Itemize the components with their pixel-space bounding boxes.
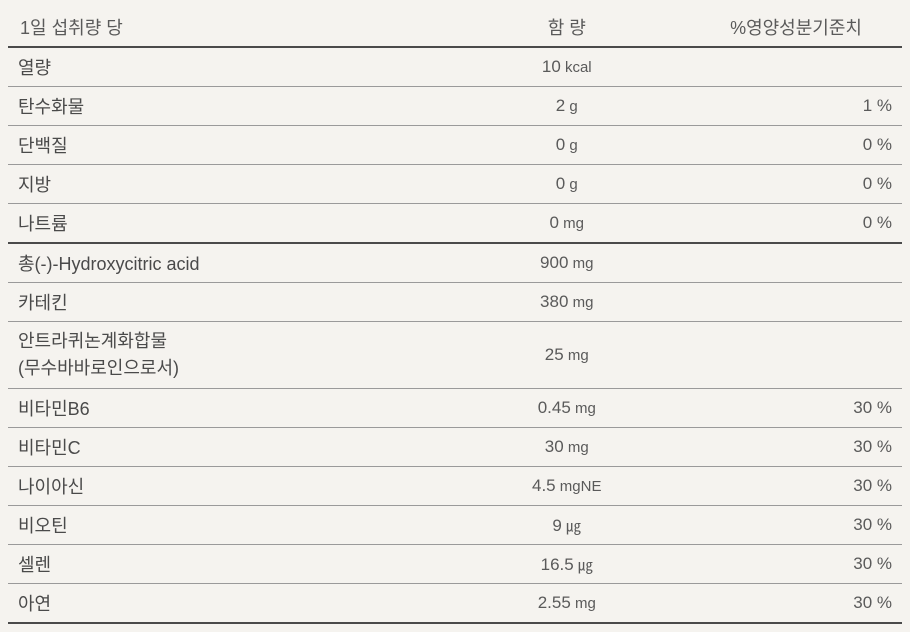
nutrient-dv: 1 %	[679, 87, 903, 126]
nutrient-name: 비타민B6	[8, 389, 455, 428]
nutrient-amount: 380 mg	[455, 283, 679, 322]
amount-unit: kcal	[561, 59, 592, 76]
header-dv: %영양성분기준치	[679, 8, 903, 47]
nutrient-amount: 2.55 mg	[455, 584, 679, 624]
nutrient-dv: 30 %	[679, 389, 903, 428]
nutrient-amount: 0 g	[455, 165, 679, 204]
nutrient-name: 열량	[8, 47, 455, 87]
nutrient-dv	[679, 283, 903, 322]
table-row: 셀렌16.5 ㎍30 %	[8, 545, 902, 584]
table-row: 비타민B60.45 mg30 %	[8, 389, 902, 428]
table-body: 열량10 kcal탄수화물2 g1 %단백질0 g0 %지방0 g0 %나트륨0…	[8, 47, 902, 623]
nutrient-name: 비오틴	[8, 506, 455, 545]
amount-value: 4.5	[532, 476, 556, 495]
nutrient-name: 카테킨	[8, 283, 455, 322]
nutrient-amount: 4.5 mgNE	[455, 467, 679, 506]
amount-value: 2.55	[538, 593, 571, 612]
nutrient-name: 아연	[8, 584, 455, 624]
nutrient-dv: 0 %	[679, 204, 903, 244]
nutrient-name: 셀렌	[8, 545, 455, 584]
table-row: 나트륨0 mg0 %	[8, 204, 902, 244]
header-amount: 함 량	[455, 8, 679, 47]
amount-unit: mg	[571, 400, 596, 417]
amount-unit: mg	[564, 347, 589, 364]
nutrient-dv: 30 %	[679, 506, 903, 545]
amount-value: 0	[556, 174, 565, 193]
amount-value: 380	[540, 292, 568, 311]
nutrient-amount: 10 kcal	[455, 47, 679, 87]
amount-value: 25	[545, 345, 564, 364]
nutrient-dv	[679, 243, 903, 283]
amount-unit: g	[565, 137, 578, 154]
nutrient-dv: 0 %	[679, 126, 903, 165]
amount-unit: mgNE	[556, 478, 602, 495]
amount-unit: mg	[559, 215, 584, 232]
table-row: 비타민C30 mg30 %	[8, 428, 902, 467]
table-row: 아연2.55 mg30 %	[8, 584, 902, 624]
table-header-row: 1일 섭취량 당 함 량 %영양성분기준치	[8, 8, 902, 47]
nutrient-name: 단백질	[8, 126, 455, 165]
nutrient-amount: 16.5 ㎍	[455, 545, 679, 584]
nutrient-dv: 30 %	[679, 545, 903, 584]
table-row: 탄수화물2 g1 %	[8, 87, 902, 126]
nutrient-name: 지방	[8, 165, 455, 204]
nutrient-dv: 30 %	[679, 428, 903, 467]
amount-unit: ㎍	[574, 557, 593, 574]
nutrient-dv: 0 %	[679, 165, 903, 204]
nutrient-name: 비타민C	[8, 428, 455, 467]
nutrient-amount: 900 mg	[455, 243, 679, 283]
nutrient-amount: 9 ㎍	[455, 506, 679, 545]
nutrient-amount: 0 mg	[455, 204, 679, 244]
amount-value: 900	[540, 253, 568, 272]
amount-value: 16.5	[541, 555, 574, 574]
nutrient-dv	[679, 322, 903, 389]
nutrient-name: 총(-)-Hydroxycitric acid	[8, 243, 455, 283]
nutrient-amount: 30 mg	[455, 428, 679, 467]
nutrient-amount: 0.45 mg	[455, 389, 679, 428]
amount-value: 0	[550, 213, 559, 232]
table-row: 지방0 g0 %	[8, 165, 902, 204]
amount-unit: g	[565, 98, 578, 115]
nutrient-name: 나트륨	[8, 204, 455, 244]
nutrition-facts-table: 1일 섭취량 당 함 량 %영양성분기준치 열량10 kcal탄수화물2 g1 …	[8, 8, 902, 624]
table-row: 단백질0 g0 %	[8, 126, 902, 165]
table-row: 안트라퀴논계화합물(무수바바로인으로서)25 mg	[8, 322, 902, 389]
amount-value: 30	[545, 437, 564, 456]
nutrient-amount: 0 g	[455, 126, 679, 165]
table-row: 나이아신4.5 mgNE30 %	[8, 467, 902, 506]
amount-unit: g	[565, 176, 578, 193]
nutrient-dv	[679, 47, 903, 87]
table-row: 카테킨380 mg	[8, 283, 902, 322]
amount-value: 10	[542, 57, 561, 76]
table-row: 열량10 kcal	[8, 47, 902, 87]
nutrient-amount: 2 g	[455, 87, 679, 126]
table-row: 총(-)-Hydroxycitric acid900 mg	[8, 243, 902, 283]
amount-unit: mg	[571, 595, 596, 612]
nutrient-name: 안트라퀴논계화합물(무수바바로인으로서)	[8, 322, 455, 389]
table-row: 비오틴9 ㎍30 %	[8, 506, 902, 545]
amount-value: 0.45	[538, 398, 571, 417]
header-name: 1일 섭취량 당	[8, 8, 455, 47]
nutrient-dv: 30 %	[679, 584, 903, 624]
amount-value: 9	[552, 516, 561, 535]
amount-unit: mg	[568, 255, 593, 272]
nutrient-dv: 30 %	[679, 467, 903, 506]
nutrient-name: 탄수화물	[8, 87, 455, 126]
amount-unit: mg	[568, 294, 593, 311]
amount-value: 2	[556, 96, 565, 115]
nutrient-amount: 25 mg	[455, 322, 679, 389]
nutrient-name: 나이아신	[8, 467, 455, 506]
amount-unit: mg	[564, 439, 589, 456]
amount-value: 0	[556, 135, 565, 154]
amount-unit: ㎍	[562, 518, 581, 535]
